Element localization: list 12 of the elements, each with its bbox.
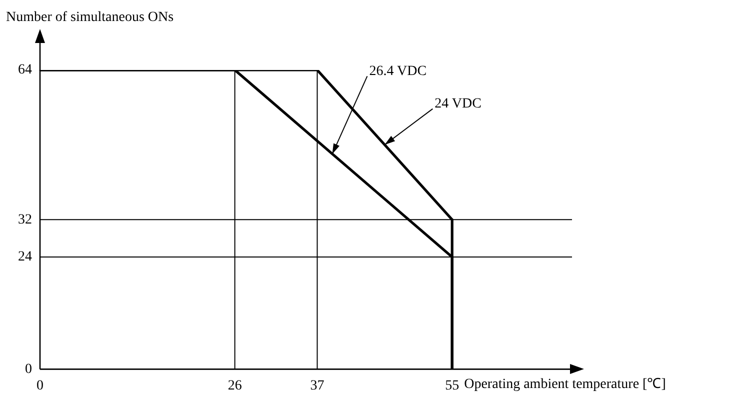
x-tick-label: 26 [228, 378, 242, 394]
y-tick-label: 24 [18, 250, 32, 265]
y-tick-label: 0 [25, 362, 32, 377]
y-tick-label: 64 [18, 62, 32, 78]
x-tick-label: 55 [445, 378, 460, 394]
y-axis-title: Number of simultaneous ONs [6, 10, 174, 26]
x-tick-label: 37 [310, 378, 324, 394]
x-axis-title: Operating ambient temperature [℃] [464, 376, 666, 392]
annotation: 26.4 VDC [369, 64, 427, 79]
y-tick-label: 32 [18, 212, 32, 228]
annotation: 24 VDC [434, 96, 482, 112]
x-tick-label: 0 [36, 378, 44, 394]
